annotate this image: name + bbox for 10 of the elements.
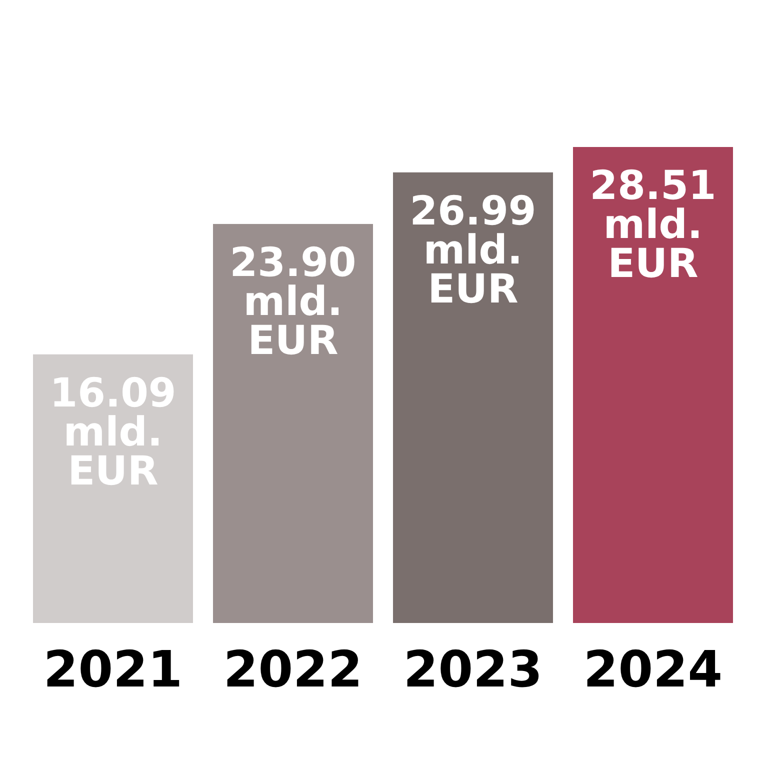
bar — [573, 147, 733, 623]
data-label: 23.90 mld. EUR — [230, 240, 356, 364]
x-tick-label: 2024 — [583, 640, 723, 698]
data-label: 26.99 mld. EUR — [410, 188, 536, 312]
x-tick-label: 2021 — [43, 640, 183, 698]
x-tick-label: 2022 — [223, 640, 363, 698]
bar — [213, 224, 373, 623]
x-tick-label: 2023 — [403, 640, 543, 698]
data-label: 28.51 mld. EUR — [590, 163, 716, 287]
bar — [393, 172, 553, 623]
